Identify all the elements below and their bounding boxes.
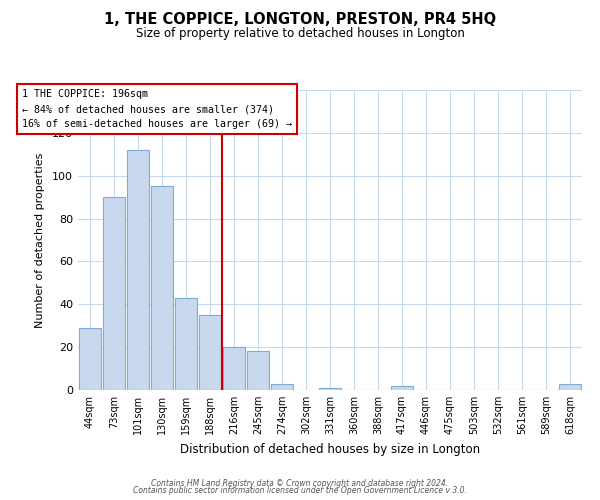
Bar (199, 315, 221, 390)
Bar (271, 384, 293, 390)
Bar (223, 347, 245, 390)
Bar (79, 328, 101, 390)
Bar (319, 388, 341, 390)
Text: Size of property relative to detached houses in Longton: Size of property relative to detached ho… (136, 28, 464, 40)
Bar (175, 298, 197, 390)
Bar (247, 352, 269, 390)
Bar (103, 197, 125, 390)
Text: 1 THE COPPICE: 196sqm
← 84% of detached houses are smaller (374)
16% of semi-det: 1 THE COPPICE: 196sqm ← 84% of detached … (22, 90, 292, 129)
Y-axis label: Number of detached properties: Number of detached properties (35, 152, 45, 328)
X-axis label: Distribution of detached houses by size in Longton: Distribution of detached houses by size … (180, 442, 480, 456)
Bar (391, 386, 413, 390)
Bar (151, 186, 173, 390)
Text: Contains HM Land Registry data © Crown copyright and database right 2024.: Contains HM Land Registry data © Crown c… (151, 478, 449, 488)
Text: 1, THE COPPICE, LONGTON, PRESTON, PR4 5HQ: 1, THE COPPICE, LONGTON, PRESTON, PR4 5H… (104, 12, 496, 28)
Bar (127, 150, 149, 390)
Text: Contains public sector information licensed under the Open Government Licence v : Contains public sector information licen… (133, 486, 467, 495)
Bar (559, 384, 581, 390)
